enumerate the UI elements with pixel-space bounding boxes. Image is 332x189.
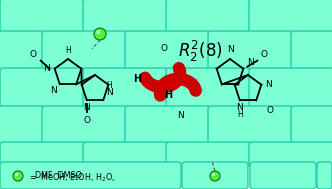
Text: H: H — [133, 74, 141, 84]
Text: N: N — [83, 103, 90, 112]
FancyBboxPatch shape — [317, 162, 332, 189]
FancyBboxPatch shape — [125, 31, 210, 72]
FancyBboxPatch shape — [166, 0, 251, 35]
Circle shape — [96, 30, 100, 34]
Text: O: O — [266, 106, 273, 115]
FancyBboxPatch shape — [166, 68, 251, 110]
Text: N: N — [43, 64, 50, 73]
Text: H: H — [237, 110, 243, 119]
FancyBboxPatch shape — [166, 142, 251, 166]
FancyBboxPatch shape — [291, 31, 332, 72]
FancyBboxPatch shape — [42, 31, 127, 72]
Text: O: O — [160, 44, 168, 53]
FancyBboxPatch shape — [182, 162, 248, 189]
Text: N: N — [247, 58, 254, 67]
FancyBboxPatch shape — [83, 0, 168, 35]
Text: O: O — [83, 116, 90, 125]
Text: N: N — [227, 45, 233, 54]
FancyBboxPatch shape — [83, 142, 168, 166]
FancyBboxPatch shape — [291, 106, 332, 146]
FancyBboxPatch shape — [0, 0, 85, 35]
Text: H: H — [65, 46, 71, 55]
FancyBboxPatch shape — [250, 162, 316, 189]
Circle shape — [13, 171, 23, 181]
Circle shape — [210, 171, 220, 181]
FancyBboxPatch shape — [0, 31, 44, 72]
Circle shape — [15, 173, 18, 176]
FancyBboxPatch shape — [42, 106, 127, 146]
Text: N: N — [50, 86, 57, 95]
FancyBboxPatch shape — [0, 68, 85, 110]
Text: H: H — [106, 81, 112, 90]
FancyBboxPatch shape — [249, 68, 332, 110]
Text: O: O — [30, 50, 37, 59]
Circle shape — [212, 173, 215, 176]
Text: N: N — [265, 80, 272, 89]
Circle shape — [94, 28, 106, 40]
FancyBboxPatch shape — [249, 142, 332, 166]
Text: H: H — [164, 90, 172, 100]
Text: $\mathit{R}_2^2(8)$: $\mathit{R}_2^2(8)$ — [178, 38, 222, 64]
FancyBboxPatch shape — [83, 68, 168, 110]
Text: N: N — [236, 103, 243, 112]
FancyBboxPatch shape — [0, 142, 85, 166]
Text: N: N — [106, 88, 113, 97]
Text: DMF  DMSO: DMF DMSO — [35, 171, 82, 180]
Text: O: O — [260, 50, 267, 59]
FancyBboxPatch shape — [125, 106, 210, 146]
FancyBboxPatch shape — [0, 162, 181, 189]
Text: $=$ MeOH, EtOH, H$_2$O,: $=$ MeOH, EtOH, H$_2$O, — [28, 172, 115, 184]
FancyBboxPatch shape — [208, 31, 293, 72]
FancyBboxPatch shape — [0, 106, 44, 146]
Text: N: N — [177, 111, 183, 120]
FancyBboxPatch shape — [249, 0, 332, 35]
FancyBboxPatch shape — [208, 106, 293, 146]
